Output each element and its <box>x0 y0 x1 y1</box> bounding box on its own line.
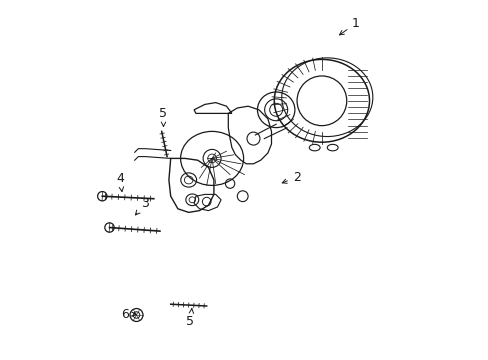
Text: 3: 3 <box>135 197 149 215</box>
Text: 4: 4 <box>116 172 124 192</box>
Text: 1: 1 <box>339 17 359 35</box>
Text: 6: 6 <box>121 308 136 321</box>
Text: 5: 5 <box>186 309 194 328</box>
Text: 5: 5 <box>159 107 167 126</box>
Text: 2: 2 <box>282 171 300 184</box>
